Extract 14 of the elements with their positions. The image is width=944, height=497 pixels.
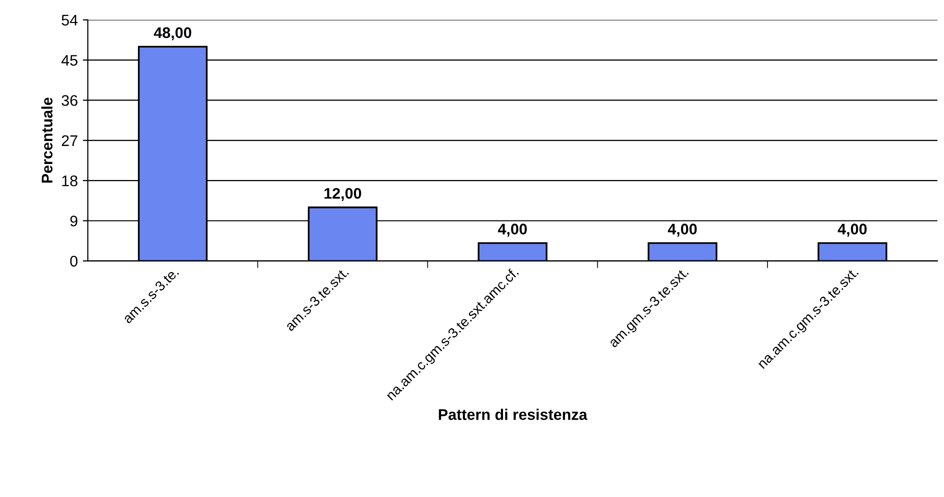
y-tick-label: 45 [61,55,78,66]
y-axis-title: Percentuale [41,98,53,183]
data-label: 12,00 [324,188,362,201]
y-tick-label: 27 [62,135,78,146]
data-label: 4,00 [838,224,867,237]
data-label: 48,00 [154,27,192,40]
y-tick-label: 9 [70,216,78,226]
data-label: 4,00 [668,224,697,237]
x-axis-title: Pattern di resistenza [438,408,588,420]
y-tick-label: 54 [62,14,78,26]
y-tick-label: 18 [62,175,78,186]
y-tick-label: 0 [70,256,78,267]
data-label: 4,00 [498,224,527,237]
y-tick-label: 36 [62,95,78,106]
